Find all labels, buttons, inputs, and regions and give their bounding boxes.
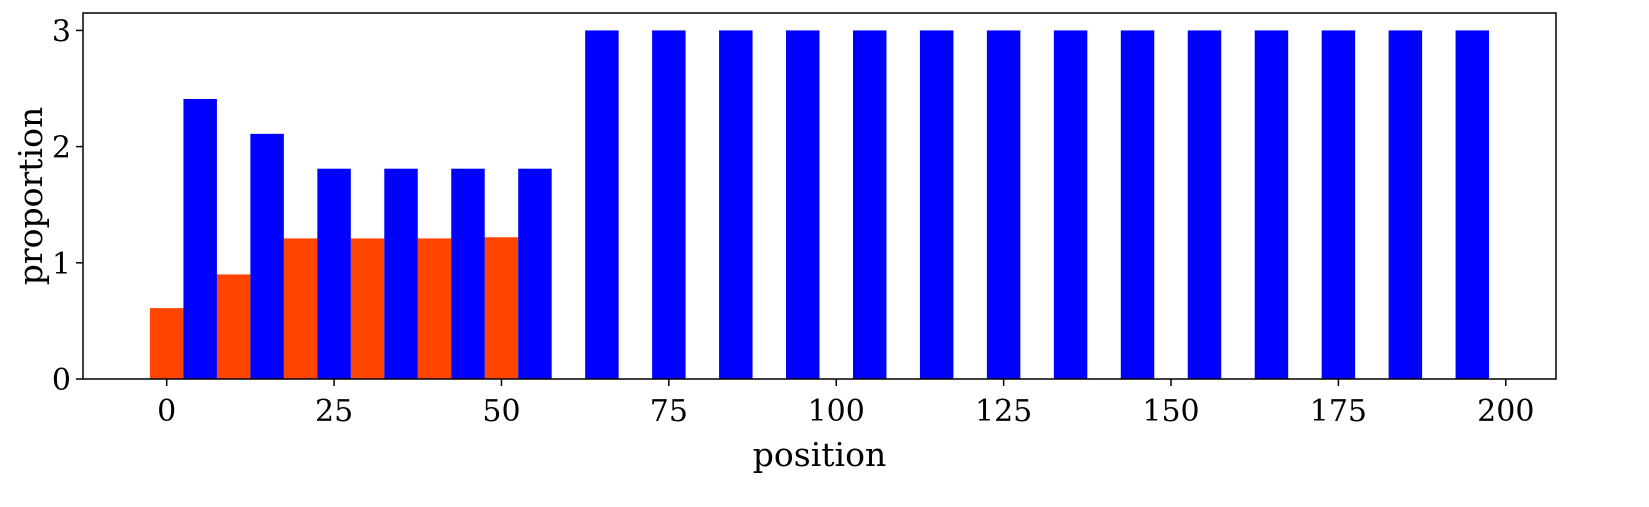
x-tick-label-3: 75 xyxy=(650,394,688,429)
bar-series1-15 xyxy=(1187,30,1222,380)
bar-series1-6 xyxy=(585,30,619,380)
bar-series1-16 xyxy=(1254,30,1289,380)
x-tick-label-5: 125 xyxy=(975,394,1032,429)
bar-series1-2 xyxy=(317,168,351,379)
x-tick-label-1: 25 xyxy=(315,394,353,429)
bar-series1-17 xyxy=(1321,30,1356,380)
y-tick-label-1: 1 xyxy=(52,247,71,282)
bar-series1-9 xyxy=(786,30,820,380)
bar-series0-5 xyxy=(484,237,519,379)
bar-series0-3 xyxy=(350,238,385,379)
bar-series1-8 xyxy=(719,30,753,380)
y-axis-ticks: 0 1 2 3 xyxy=(52,14,83,398)
x-tick-label-7: 175 xyxy=(1310,394,1367,429)
y-tick-label-2: 2 xyxy=(52,131,71,166)
bar-series1-19 xyxy=(1455,30,1490,380)
bar-series1-3 xyxy=(384,168,418,379)
bar-series1-18 xyxy=(1388,30,1423,380)
x-tick-label-4: 100 xyxy=(808,394,865,429)
x-tick-label-6: 150 xyxy=(1142,394,1199,429)
bar-series0-1 xyxy=(216,274,251,379)
bar-series0-0 xyxy=(149,308,184,379)
bar-series1-13 xyxy=(1053,30,1088,380)
bar-series1-10 xyxy=(852,30,887,380)
bar-series1-1 xyxy=(250,133,284,379)
bar-series1-11 xyxy=(919,30,954,380)
plot-frame xyxy=(82,12,1557,380)
bar-series1-14 xyxy=(1120,30,1155,380)
x-tick-label-8: 200 xyxy=(1477,394,1534,429)
y-tick-label-0: 0 xyxy=(52,363,71,398)
bar-series0-4 xyxy=(417,238,452,379)
x-tick-label-0: 0 xyxy=(157,394,176,429)
y-axis-label: proportion xyxy=(11,107,50,285)
bar-series1-4 xyxy=(451,168,485,379)
x-axis-ticks: 0 25 50 75 100 125 150 175 200 xyxy=(157,379,1534,429)
y-tick-label-3: 3 xyxy=(52,14,71,49)
bars-group xyxy=(149,30,1490,380)
bar-series1-7 xyxy=(652,30,686,380)
bar-series1-0 xyxy=(183,98,217,379)
bar-series1-12 xyxy=(986,30,1021,380)
bar-series1-5 xyxy=(518,168,552,379)
x-tick-label-2: 50 xyxy=(482,394,520,429)
bar-series0-2 xyxy=(283,238,318,379)
x-axis-label: position xyxy=(753,435,886,474)
